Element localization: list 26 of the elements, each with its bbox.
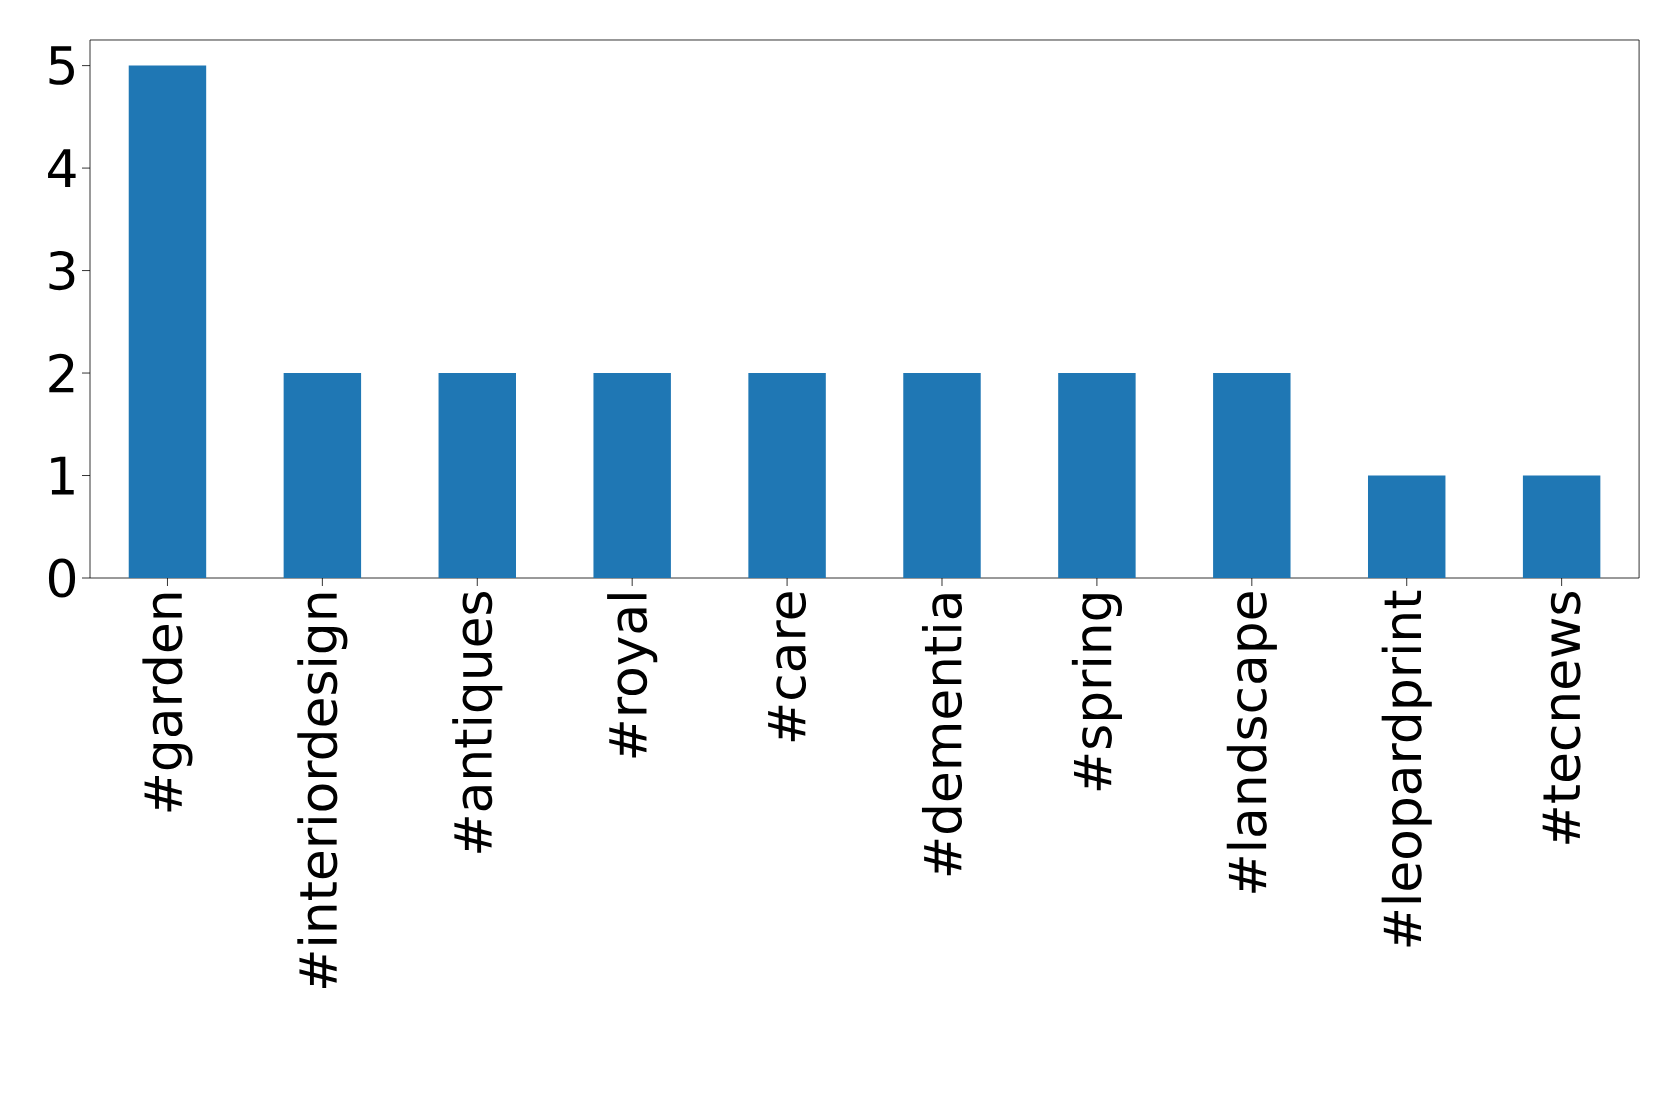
bar xyxy=(283,373,362,578)
x-tick-label: #garden xyxy=(142,593,193,812)
x-tick-label: #leopardprint xyxy=(1381,590,1432,947)
y-tick-label: 0 xyxy=(48,558,76,598)
x-tick-label: #landscape xyxy=(1226,592,1277,893)
x-tick-label: #care xyxy=(768,592,807,742)
bar xyxy=(1522,475,1601,578)
y-tick-label: 1 xyxy=(51,456,74,495)
bar xyxy=(1367,475,1446,578)
x-tick-label: #royal xyxy=(607,594,658,758)
bar xyxy=(128,65,207,578)
y-tick-label: 4 xyxy=(48,149,76,187)
x-tick-label: #spring xyxy=(1071,594,1122,791)
bar xyxy=(438,373,516,578)
bar xyxy=(1213,373,1291,578)
y-tick-label: 3 xyxy=(49,250,75,291)
bar xyxy=(593,373,671,578)
x-tick-label: #antiques xyxy=(452,592,503,853)
bar xyxy=(903,373,981,578)
y-tick-label: 5 xyxy=(49,46,74,85)
y-tick-label: 2 xyxy=(49,353,74,393)
bar xyxy=(748,373,826,578)
bar xyxy=(1058,373,1136,578)
x-tick-label: #tecnews xyxy=(1542,592,1581,844)
x-tick-label: #interiordesign xyxy=(297,593,348,988)
x-tick-label: #dementia xyxy=(921,594,963,876)
